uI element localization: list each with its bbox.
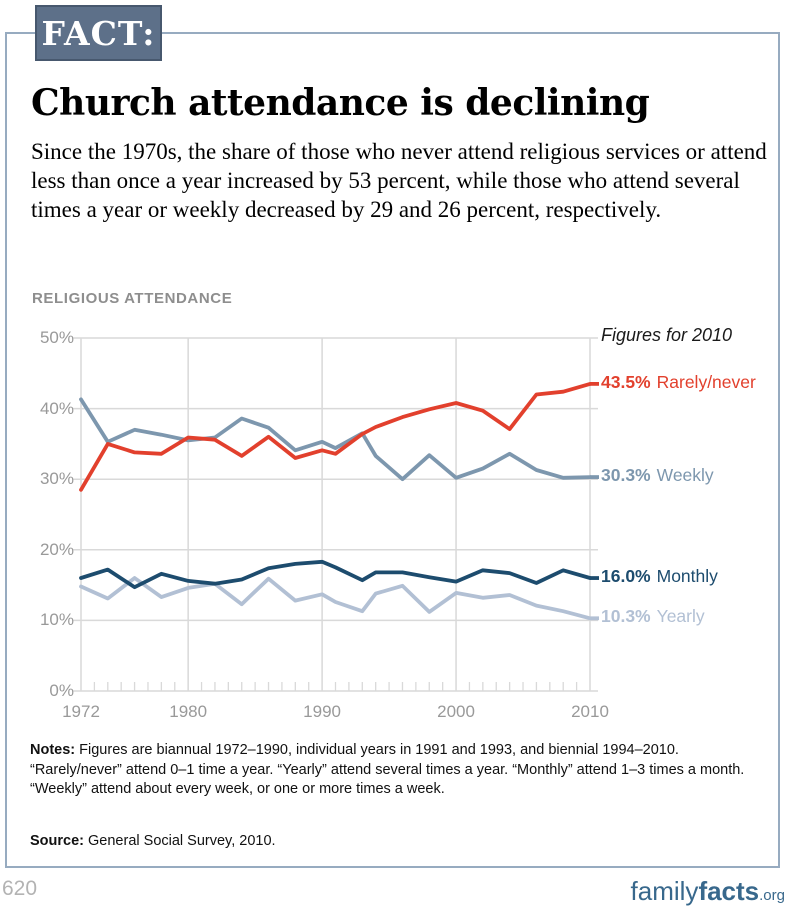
page-number: 620 [2, 877, 38, 900]
series-name: Yearly [656, 606, 705, 627]
series-label-yearly: 10.3% Yearly [601, 606, 705, 627]
line-yearly [79, 576, 592, 621]
y-axis-label: 0% [49, 681, 74, 700]
y-axis-label: 10% [39, 610, 74, 630]
notes-text: Figures are biannual 1972–1990, individu… [30, 742, 745, 797]
notes-label: Notes: [30, 742, 76, 758]
attendance-line-chart [73, 337, 599, 692]
line-monthly [79, 559, 592, 590]
subtitle-text: Since the 1970s, the share of those who … [31, 139, 767, 222]
brand-org: .org [759, 887, 785, 904]
series-final-value: 10.3% [601, 606, 651, 627]
source-text: General Social Survey, 2010. [84, 833, 276, 849]
fact-badge: FACT: [35, 5, 162, 61]
series-label-monthly: 16.0% Monthly [601, 566, 718, 587]
familyfacts-logo: familyfacts.org [631, 876, 785, 907]
series-final-value: 16.0% [601, 566, 651, 587]
source-block: Source: General Social Survey, 2010. [30, 833, 752, 849]
fact-badge-label: FACT: [41, 13, 156, 53]
line-rarely-never [79, 382, 592, 492]
series-name: Monthly [656, 566, 718, 587]
x-axis-label: 2010 [571, 702, 609, 721]
x-axis-label: 1980 [169, 702, 208, 721]
y-axis-label: 30% [39, 469, 74, 489]
brand-family: family [630, 876, 699, 906]
series-label-weekly: 30.3% Weekly [601, 465, 714, 486]
x-axis-label: 1972 [62, 702, 100, 721]
line-weekly [79, 397, 592, 482]
series-label-rarely-never: 43.5% Rarely/never [601, 372, 756, 393]
y-axis-label: 20% [39, 539, 74, 559]
y-axis-label: 40% [39, 398, 74, 418]
y-axis-label: 50% [39, 328, 74, 347]
series-name: Rarely/never [656, 371, 756, 392]
notes-block: Notes: Figures are biannual 1972–1990, i… [30, 741, 752, 800]
series-name: Weekly [656, 465, 714, 486]
brand-facts: facts [698, 876, 760, 906]
source-label: Source: [30, 833, 84, 849]
content-panel-border [5, 32, 780, 868]
series-final-value: 43.5% [601, 371, 651, 392]
page-title: Church attendance is declining [31, 82, 650, 124]
series-final-value: 30.3% [601, 465, 651, 486]
chart-heading: RELIGIOUS ATTENDANCE [32, 290, 233, 307]
x-axis-label: 2000 [437, 702, 475, 721]
figures-for-2010-label: Figures for 2010 [601, 325, 733, 345]
x-axis-label: 1990 [303, 702, 341, 721]
